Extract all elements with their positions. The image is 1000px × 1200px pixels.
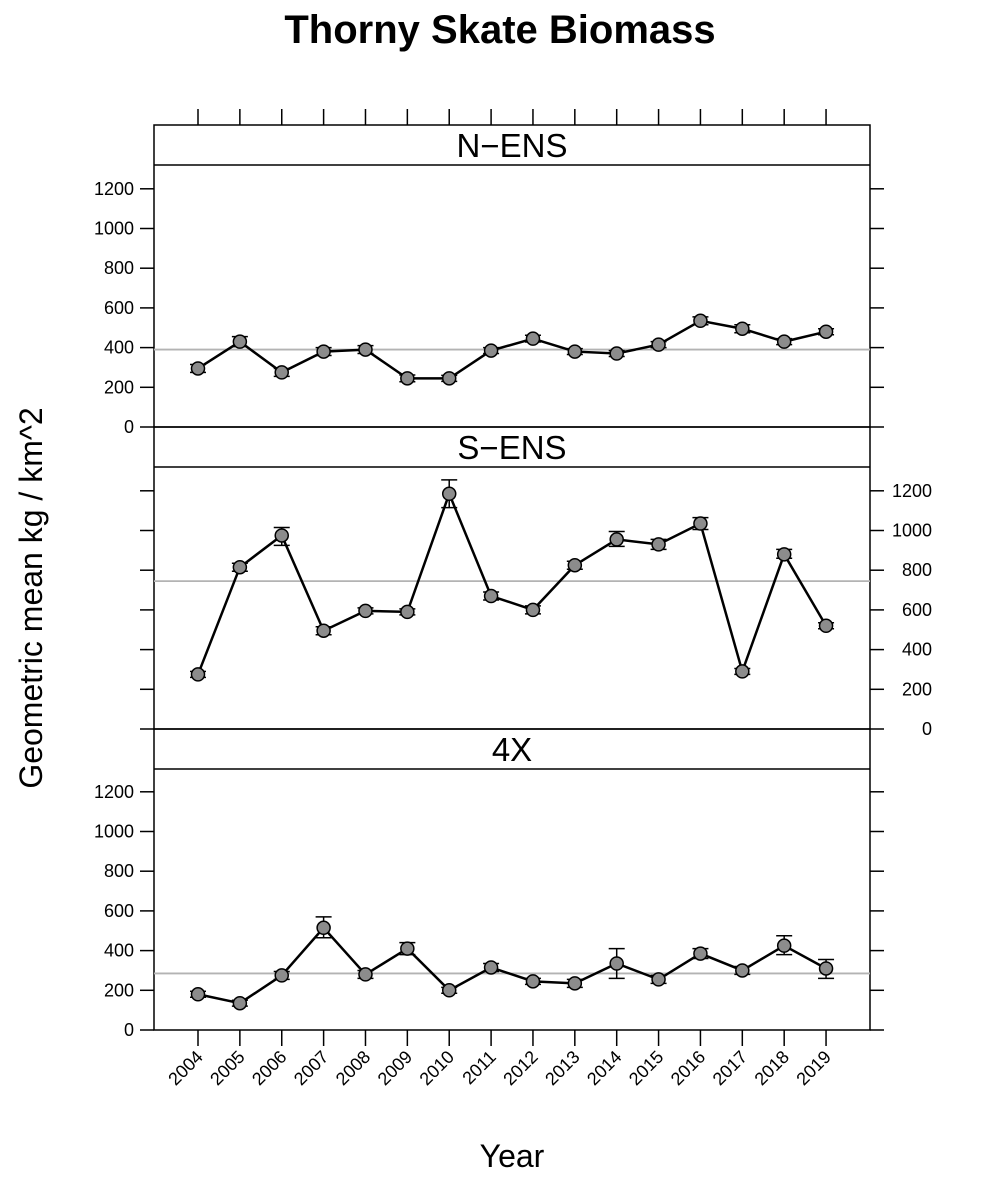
data-point — [609, 346, 624, 361]
panel-strip-label: 4X — [492, 731, 532, 768]
y-tick-label: 200 — [104, 377, 134, 397]
x-tick-label: 2018 — [751, 1047, 793, 1089]
data-point — [274, 968, 289, 983]
data-point — [776, 547, 792, 562]
data-point — [483, 960, 499, 975]
data-point — [232, 334, 248, 349]
data-point — [358, 603, 373, 619]
y-tick-label: 1200 — [94, 782, 134, 802]
y-tick-label: 800 — [104, 258, 134, 278]
y-tick-label: 800 — [902, 560, 932, 580]
y-tick-label: 800 — [104, 861, 134, 881]
data-point — [818, 618, 834, 634]
data-point — [818, 961, 834, 976]
data-point — [441, 486, 457, 502]
y-tick-label: 1000 — [94, 822, 134, 842]
data-point — [316, 344, 331, 359]
data-point — [525, 331, 541, 346]
data-point — [316, 623, 331, 638]
y-axis-label: Geometric mean kg / km^2 — [13, 407, 49, 788]
data-point — [274, 528, 289, 543]
x-tick-label: 2010 — [416, 1047, 458, 1089]
data-point — [651, 972, 666, 987]
data-point — [274, 365, 289, 380]
chart-title: Thorny Skate Biomass — [284, 8, 716, 52]
data-point — [693, 516, 708, 531]
data-point — [358, 342, 373, 357]
data-point — [735, 963, 750, 978]
panel-frame — [153, 124, 871, 428]
data-point — [525, 974, 541, 989]
data-point — [400, 941, 415, 956]
x-tick-label: 2011 — [458, 1047, 500, 1089]
data-point — [567, 557, 583, 573]
data-point — [525, 602, 541, 618]
x-tick-label: 2016 — [667, 1047, 709, 1089]
data-point — [693, 946, 708, 961]
data-point — [567, 976, 583, 991]
y-tick-label: 0 — [124, 1020, 134, 1040]
data-point — [190, 987, 206, 1002]
x-tick-label: 2005 — [206, 1047, 248, 1089]
y-tick-label: 600 — [104, 901, 134, 921]
data-point — [441, 371, 457, 386]
data-point — [735, 664, 750, 679]
x-tick-label: 2014 — [583, 1047, 625, 1089]
y-tick-label: 400 — [104, 338, 134, 358]
x-tick-label: 2009 — [374, 1047, 416, 1089]
y-tick-label: 1000 — [892, 521, 932, 541]
y-tick-label: 400 — [902, 640, 932, 660]
data-point — [483, 588, 499, 604]
x-axis-label: Year — [480, 1138, 545, 1174]
y-tick-label: 1000 — [94, 219, 134, 239]
data-point — [776, 938, 792, 953]
panel-frame — [153, 728, 871, 1031]
data-point — [693, 313, 708, 329]
data-point — [776, 334, 792, 349]
y-tick-label: 400 — [104, 941, 134, 961]
x-tick-label: 2006 — [248, 1047, 290, 1089]
data-point — [735, 321, 750, 336]
data-point — [567, 344, 583, 359]
series-line — [197, 319, 827, 380]
y-tick-label: 600 — [104, 298, 134, 318]
data-point — [818, 324, 834, 339]
panel-strip-label: N−ENS — [457, 127, 568, 164]
series-line — [197, 925, 827, 1005]
x-tick-label: 2008 — [332, 1047, 374, 1089]
data-point — [232, 559, 248, 575]
panel-frame — [153, 426, 871, 730]
data-point — [441, 983, 457, 998]
x-tick-label: 2012 — [499, 1047, 541, 1089]
series-line — [196, 490, 828, 676]
y-tick-label: 1200 — [892, 481, 932, 501]
x-tick-label: 2017 — [709, 1047, 751, 1089]
y-tick-label: 200 — [902, 679, 932, 699]
y-tick-label: 200 — [104, 980, 134, 1000]
y-tick-label: 600 — [902, 600, 932, 620]
data-point — [316, 920, 331, 936]
data-point — [358, 967, 373, 982]
data-point — [190, 667, 206, 682]
y-tick-label: 0 — [922, 719, 932, 739]
data-point — [609, 532, 624, 547]
panel-strip-label: S−ENS — [457, 429, 566, 466]
x-tick-label: 2015 — [625, 1047, 667, 1089]
data-point — [190, 361, 206, 376]
data-point — [651, 337, 666, 352]
data-point — [400, 371, 415, 386]
x-tick-label: 2013 — [541, 1047, 583, 1089]
x-tick-label: 2004 — [164, 1047, 206, 1089]
x-tick-label: 2007 — [290, 1047, 332, 1089]
y-tick-label: 0 — [124, 417, 134, 437]
data-point — [651, 537, 666, 552]
y-tick-label: 1200 — [94, 179, 134, 199]
data-point — [483, 343, 499, 358]
x-tick-label: 2019 — [792, 1047, 834, 1089]
data-point — [400, 604, 415, 620]
data-point — [609, 956, 624, 971]
data-point — [232, 995, 248, 1011]
